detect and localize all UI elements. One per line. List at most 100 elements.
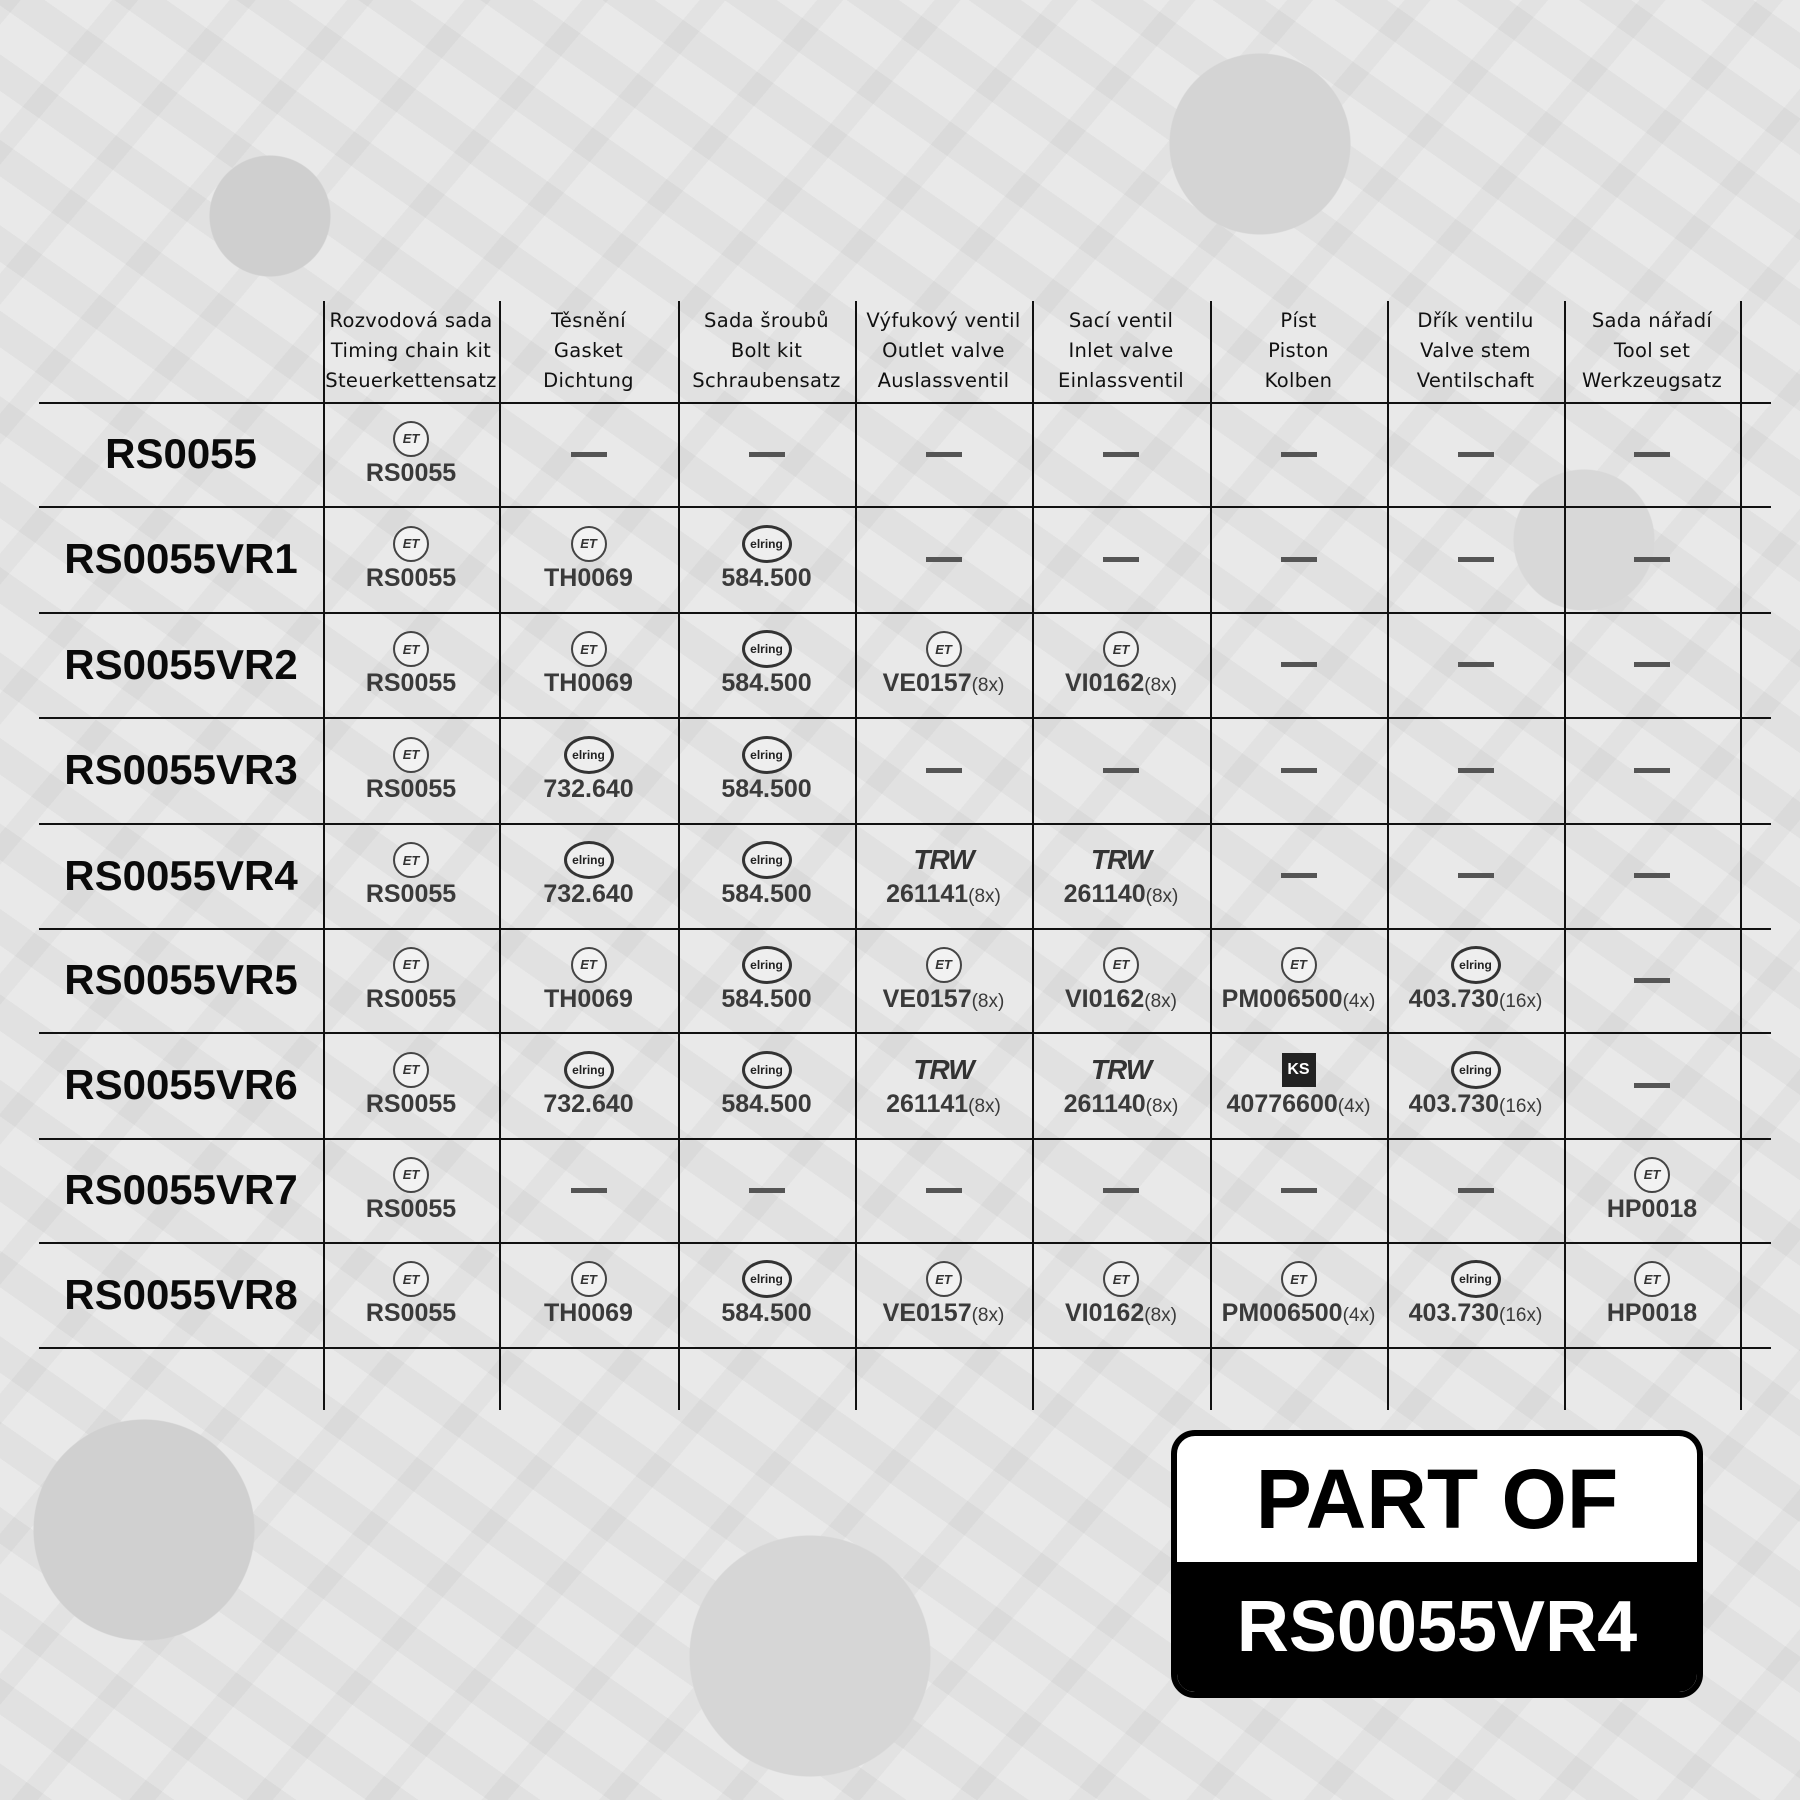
table-cell xyxy=(1564,506,1740,612)
column-divider xyxy=(1387,301,1389,1410)
et-logo-icon: ET xyxy=(570,1261,607,1297)
table-cell: elring 403.730(16x) xyxy=(1387,1032,1564,1138)
table-cell: ET RS0055 xyxy=(323,823,499,928)
part-quantity: (8x) xyxy=(971,1305,1005,1326)
table-cell: elring 584.500 xyxy=(678,506,855,612)
brand-logo: ET xyxy=(1280,1261,1317,1297)
table-cell: ET TH0069 xyxy=(499,1242,678,1347)
part-number: RS0055 xyxy=(366,669,456,698)
row-label: RS0055VR2 xyxy=(64,640,298,688)
brand-logo: KS xyxy=(1281,1052,1316,1088)
part-number-code: RS0055 xyxy=(365,669,457,697)
column-header-line: Výfukový ventil xyxy=(866,309,1021,332)
brand-logo: TRW xyxy=(1090,1052,1152,1088)
trw-logo-icon: TRW xyxy=(1090,1053,1152,1085)
row-label: RS0055VR8 xyxy=(64,1270,298,1318)
trw-logo-icon: TRW xyxy=(913,1053,974,1085)
part-number-code: 584.500 xyxy=(721,1299,812,1327)
row-label: RS0055VR3 xyxy=(64,746,298,793)
column-header: Těsnění Gasket Dichtung xyxy=(499,301,678,401)
et-logo-icon: ET xyxy=(393,1051,429,1088)
part-number-code: 584.500 xyxy=(721,984,812,1013)
part-number: 261140(8x) xyxy=(1064,880,1179,909)
part-quantity: (8x) xyxy=(968,1095,1001,1117)
part-number-code: 261141 xyxy=(886,880,969,908)
table-cell xyxy=(1564,823,1740,928)
brand-logo: ET xyxy=(570,1261,607,1297)
row-divider xyxy=(39,402,1771,404)
table-cell: ET VE0157(8x) xyxy=(855,928,1032,1032)
row-divider xyxy=(39,717,1771,719)
brand-logo: ET xyxy=(393,1051,429,1088)
row-divider xyxy=(39,1032,1771,1034)
column-divider xyxy=(1564,301,1566,1410)
not-included-dash xyxy=(1634,767,1670,773)
row-divider xyxy=(39,1138,1771,1140)
part-number-code: RS0055 xyxy=(365,1194,457,1223)
brand-logo: elring xyxy=(563,735,614,774)
part-number: VE0157(8x) xyxy=(883,669,1005,698)
table-cell xyxy=(678,1138,855,1242)
table-cell xyxy=(855,402,1032,506)
column-header-line: Timing chain kit xyxy=(330,339,492,362)
table-cell xyxy=(1387,506,1564,612)
brand-logo: elring xyxy=(1450,945,1501,984)
column-header-line: Piston xyxy=(1268,339,1329,362)
brand-logo: ET xyxy=(393,1156,429,1193)
part-number-code: VI0162 xyxy=(1065,1299,1145,1327)
table-cell xyxy=(1564,717,1740,823)
brand-logo: ET xyxy=(393,420,429,457)
part-number-code: RS0055 xyxy=(365,458,457,487)
et-logo-icon: ET xyxy=(393,946,429,983)
table-cell: ET PM006500(4x) xyxy=(1210,928,1387,1032)
part-quantity: (8x) xyxy=(971,990,1005,1012)
column-header-line: Valve stem xyxy=(1420,339,1531,362)
brand-logo: elring xyxy=(741,1260,792,1298)
part-quantity: (8x) xyxy=(971,675,1005,696)
not-included-dash xyxy=(1103,556,1139,562)
part-number-code: 732.640 xyxy=(543,1089,634,1118)
table-cell xyxy=(1387,402,1564,506)
part-number: 261141(8x) xyxy=(886,1090,1001,1119)
part-number-code: PM006500 xyxy=(1221,984,1343,1013)
table-cell xyxy=(1564,1032,1740,1138)
column-header-line: Sada šroubů xyxy=(704,309,829,332)
table-cell xyxy=(855,506,1032,612)
brand-logo: ET xyxy=(1103,631,1139,667)
column-header-line: Píst xyxy=(1280,309,1317,332)
column-header-line: Dichtung xyxy=(543,369,634,392)
table-cell: ET VI0162(8x) xyxy=(1032,928,1210,1032)
row-label: RS0055 xyxy=(105,430,257,477)
brand-logo: ET xyxy=(570,525,607,562)
part-number-code: RS0055 xyxy=(365,1089,457,1118)
part-number: VE0157(8x) xyxy=(883,1299,1005,1328)
part-number-code: 403.730 xyxy=(1408,1299,1500,1327)
table-cell: ET RS0055 xyxy=(323,1138,499,1242)
column-header-line: Kolben xyxy=(1264,369,1333,392)
not-included-dash xyxy=(1280,873,1317,878)
part-quantity: (8x) xyxy=(968,886,1001,907)
not-included-dash xyxy=(925,556,962,562)
column-header-line: Schraubensatz xyxy=(692,369,841,392)
part-number-code: 584.500 xyxy=(721,774,812,803)
part-number: 584.500 xyxy=(721,564,811,593)
row-divider xyxy=(39,506,1771,508)
part-number-code: VI0162 xyxy=(1065,669,1145,697)
part-number: 732.640 xyxy=(543,1090,633,1119)
et-logo-icon: ET xyxy=(1634,1156,1670,1193)
elring-logo-icon: elring xyxy=(741,945,792,984)
part-number-code: 584.500 xyxy=(721,563,812,592)
part-quantity: (16x) xyxy=(1499,990,1543,1012)
not-included-dash xyxy=(1634,873,1670,878)
elring-logo-icon: elring xyxy=(741,524,792,563)
table-cell xyxy=(1564,928,1740,1032)
table-cell xyxy=(1210,823,1387,928)
column-header-line: Gasket xyxy=(553,339,624,362)
elring-logo-icon: elring xyxy=(741,1050,792,1089)
row-divider xyxy=(39,928,1771,930)
et-logo-icon: ET xyxy=(393,1156,429,1193)
part-number-code: 261140 xyxy=(1063,880,1146,908)
column-header-line: Dřík ventilu xyxy=(1417,309,1534,332)
part-number: VE0157(8x) xyxy=(883,985,1005,1014)
not-included-dash xyxy=(748,451,785,457)
